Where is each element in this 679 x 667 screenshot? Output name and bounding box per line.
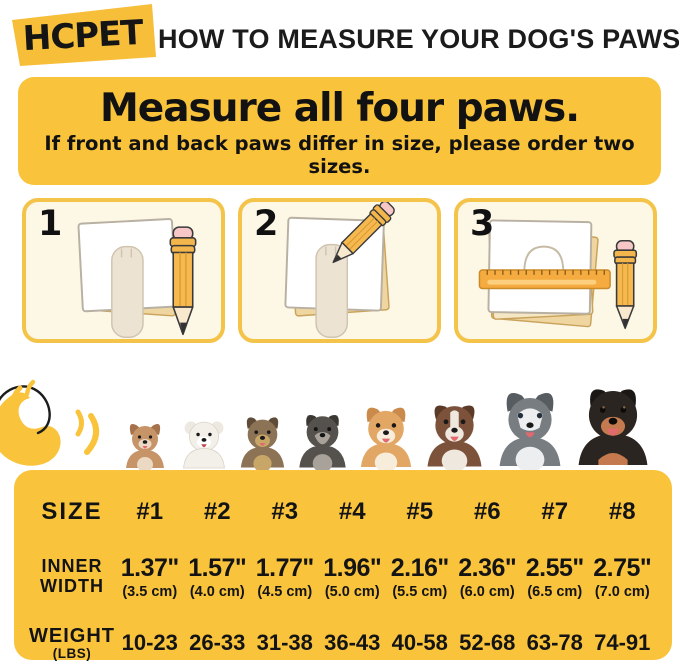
inner-width-cell: 1.37" (3.5 cm) bbox=[120, 554, 180, 600]
dog-shiba-inu-image bbox=[353, 370, 419, 470]
weight-cell: 10-23 bbox=[121, 630, 178, 655]
weight-cell: 40-58 bbox=[391, 630, 448, 655]
size-cell: #5 bbox=[406, 498, 434, 525]
weight-row-label: WEIGHT (LBS) bbox=[29, 624, 115, 661]
inner-width-cell: 2.75" (7.0 cm) bbox=[593, 554, 652, 600]
inner-width-cell: 2.16" (5.5 cm) bbox=[390, 554, 450, 600]
dog-australian-shepherd-image bbox=[419, 370, 490, 470]
paw-outline-icon bbox=[523, 245, 565, 272]
weight-cell: 36-43 bbox=[324, 630, 381, 655]
yellow-swoosh-icon bbox=[0, 379, 100, 466]
size-row: SIZE #1 #2 #3 #4 #5 #6 #7 #8 bbox=[28, 490, 656, 534]
hcpet-logo: HCPET bbox=[8, 3, 158, 69]
pencil-tracing-paw-illustration bbox=[284, 202, 395, 339]
inner-width-row-label: INNER WIDTH bbox=[40, 556, 104, 596]
size-chart-panel: SIZE #1 #2 #3 #4 #5 #6 #7 #8 INNER WIDTH… bbox=[14, 470, 672, 660]
weight-cell: 63-78 bbox=[526, 630, 583, 655]
dog-chihuahua-image bbox=[116, 370, 175, 470]
inner-width-cell: 1.77" (4.5 cm) bbox=[255, 554, 315, 600]
banner-subheading: If front and back paws differ in size, p… bbox=[44, 132, 635, 178]
weight-cell: 31-38 bbox=[256, 630, 313, 655]
measure-banner: Measure all four paws. If front and back… bbox=[18, 77, 661, 185]
dogs-row bbox=[14, 370, 672, 470]
ruler-measuring-paw-outline-illustration bbox=[478, 219, 638, 330]
inner-width-row: INNER WIDTH 1.37" (3.5 cm) 1.57" (4.0 cm) … bbox=[28, 546, 656, 608]
inner-width-cell: 1.96" (5.0 cm) bbox=[323, 554, 382, 600]
weight-cell: 52-68 bbox=[459, 630, 516, 655]
size-cell: #8 bbox=[608, 498, 636, 525]
weight-cell: 26-33 bbox=[189, 630, 246, 655]
step-3-number: 3 bbox=[470, 204, 495, 244]
step-2-panel: 2 bbox=[238, 198, 441, 343]
paw-on-paper-illustration bbox=[77, 218, 197, 339]
dog-husky-image bbox=[490, 370, 570, 470]
inner-width-cell: 2.55" (6.5 cm) bbox=[525, 554, 585, 600]
size-cell: #1 bbox=[136, 498, 164, 525]
dog-schnauzer-image bbox=[292, 370, 353, 470]
steps-row: 1 2 bbox=[22, 198, 657, 343]
pencil-icon bbox=[332, 202, 395, 264]
step-3-panel: 3 bbox=[454, 198, 657, 343]
size-cell: #3 bbox=[271, 498, 299, 525]
size-cell: #2 bbox=[203, 498, 231, 525]
dog-rottweiler-image bbox=[570, 370, 656, 470]
size-cell: #6 bbox=[473, 498, 501, 525]
page-title: HOW TO MEASURE YOUR DOG'S PAWS bbox=[158, 24, 679, 54]
weight-row: WEIGHT (LBS) 10-23 26-33 31-38 36-43 40-… bbox=[28, 614, 656, 667]
pencil-icon bbox=[169, 226, 197, 336]
step-1-panel: 1 bbox=[22, 198, 225, 343]
banner-heading: Measure all four paws. bbox=[99, 86, 580, 131]
size-cell: #7 bbox=[541, 498, 569, 525]
dog-yorkshire-terrier-image bbox=[233, 370, 292, 470]
weight-cell: 74-91 bbox=[594, 630, 651, 655]
hcpet-logo-badge-icon: HCPET bbox=[12, 4, 156, 66]
pencil-icon bbox=[613, 239, 638, 330]
paw-icon bbox=[111, 245, 144, 339]
ruler-icon bbox=[478, 269, 611, 290]
step-1-number: 1 bbox=[38, 204, 63, 244]
step-2-number: 2 bbox=[254, 204, 279, 244]
inner-width-cell: 2.36" (6.0 cm) bbox=[458, 554, 517, 600]
size-row-label: SIZE bbox=[41, 498, 103, 525]
dog-bichon-frise-image bbox=[175, 370, 234, 470]
size-cell: #4 bbox=[338, 498, 366, 525]
inner-width-cell: 1.57" (4.0 cm) bbox=[188, 554, 247, 600]
hcpet-logo-text: HCPET bbox=[22, 13, 145, 59]
paw-icon bbox=[315, 243, 349, 339]
